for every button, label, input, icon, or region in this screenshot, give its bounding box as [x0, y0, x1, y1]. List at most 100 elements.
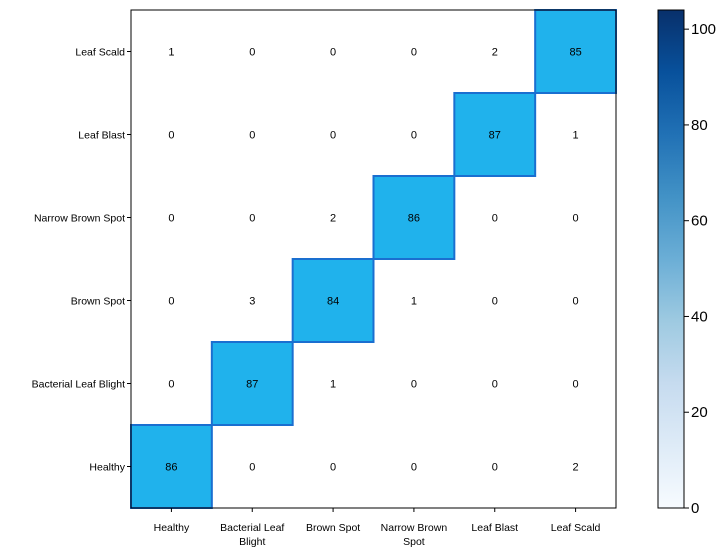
cell-brown-spot-bacterial-leaf-blight [211, 259, 293, 342]
x-tick-label: Spot [403, 536, 425, 548]
cell-value: 1 [330, 379, 336, 391]
cell-narrow-brown-spot-brown-spot [292, 176, 374, 259]
colorbar: 0 20 40 60 80 100 [657, 9, 716, 517]
cell-leaf-blast-leaf-blast [453, 92, 537, 177]
plot-frame [130, 9, 617, 509]
cell-value: 0 [573, 213, 579, 225]
cell-value: 86 [165, 462, 177, 474]
cell-bacterial-leaf-blight-brown-spot [292, 342, 374, 425]
cell-narrow-brown-spot-leaf-scald [535, 176, 616, 259]
y-tick-label: Bacterial Leaf Blight [32, 379, 125, 391]
y-tick-label: Narrow Brown Spot [34, 213, 125, 225]
colorbar-tick-label: 0 [691, 500, 699, 517]
cell-value: 1 [411, 296, 417, 308]
cell-leaf-scald-healthy [131, 10, 212, 93]
y-axis-ticks: Leaf Scald Leaf Blast Narrow Brown Spot Bro… [32, 47, 131, 474]
cell-value: 0 [249, 462, 255, 474]
cell-value: 0 [249, 130, 255, 142]
colorbar-ticks: 0 20 40 60 80 100 [684, 21, 716, 517]
y-tick-label: Leaf Blast [78, 130, 125, 142]
x-tick-label: Bacterial Leaf [220, 522, 284, 534]
cell-leaf-scald-narrow-brown-spot [373, 10, 455, 93]
cell-value: 0 [492, 213, 498, 225]
x-tick-label: Narrow Brown [381, 522, 448, 534]
cell-value: 0 [330, 47, 336, 59]
y-tick-label: Healthy [89, 462, 125, 474]
cell-bacterial-leaf-blight-narrow-brown-spot [373, 342, 455, 425]
x-tick-label: Blight [239, 536, 265, 548]
cell-value: 0 [492, 379, 498, 391]
cell-value: 2 [573, 462, 579, 474]
diagonal-highlight-cells [130, 9, 618, 509]
cell-value: 0 [573, 379, 579, 391]
cell-leaf-blast-bacterial-leaf-blight [211, 93, 293, 176]
colorbar-tick-label: 100 [691, 21, 716, 38]
cell-leaf-blast-healthy [131, 93, 212, 176]
cell-value: 0 [492, 296, 498, 308]
x-tick-label: Healthy [154, 522, 190, 534]
cell-healthy-bacterial-leaf-blight [211, 425, 293, 508]
cell-bacterial-leaf-blight-leaf-blast [454, 342, 536, 425]
x-tick-label: Leaf Blast [471, 522, 518, 534]
y-tick-label: Leaf Scald [75, 47, 125, 59]
cell-narrow-brown-spot-healthy [131, 176, 212, 259]
cell-value: 0 [249, 213, 255, 225]
colorbar-tick-label: 40 [691, 308, 708, 325]
cell-bacterial-leaf-blight-healthy [131, 342, 212, 425]
cell-healthy-leaf-blast [454, 425, 536, 508]
cell-value: 0 [330, 130, 336, 142]
cell-narrow-brown-spot-bacterial-leaf-blight [211, 176, 293, 259]
colorbar-gradient [657, 9, 685, 509]
cell-value: 0 [411, 379, 417, 391]
cell-healthy-brown-spot [292, 425, 374, 508]
cell-leaf-blast-leaf-scald [535, 93, 616, 176]
cell-bacterial-leaf-blight-leaf-scald [535, 342, 616, 425]
cell-value: 2 [492, 47, 498, 59]
cell-bacterial-leaf-blight-bacterial-leaf-blight [210, 341, 294, 426]
cell-narrow-brown-spot-narrow-brown-spot [372, 175, 456, 260]
y-tick-label: Brown Spot [71, 296, 125, 308]
cell-brown-spot-brown-spot [291, 258, 375, 343]
x-axis-ticks: Healthy Bacterial Leaf Blight Brown Spot Nar… [154, 508, 601, 548]
cell-value: 0 [168, 130, 174, 142]
cell-brown-spot-leaf-scald [535, 259, 616, 342]
cell-value: 1 [573, 130, 579, 142]
x-tick-label: Brown Spot [306, 522, 360, 534]
cell-value: 0 [249, 47, 255, 59]
cell-value: 0 [411, 462, 417, 474]
cell-value: 87 [489, 130, 501, 142]
cell-value: 0 [168, 296, 174, 308]
cell-healthy-healthy [130, 424, 213, 509]
cell-value: 0 [168, 213, 174, 225]
cell-value: 87 [246, 379, 258, 391]
cell-brown-spot-leaf-blast [454, 259, 536, 342]
cell-brown-spot-narrow-brown-spot [373, 259, 455, 342]
colorbar-tick-label: 60 [691, 213, 708, 230]
cell-leaf-scald-bacterial-leaf-blight [211, 10, 293, 93]
cell-healthy-narrow-brown-spot [373, 425, 455, 508]
cell-value: 85 [569, 47, 581, 59]
x-tick-label: Leaf Scald [551, 522, 601, 534]
cell-narrow-brown-spot-leaf-blast [454, 176, 536, 259]
cell-leaf-blast-narrow-brown-spot [373, 93, 455, 176]
cell-value: 3 [249, 296, 255, 308]
cell-leaf-blast-brown-spot [292, 93, 374, 176]
cell-value: 2 [330, 213, 336, 225]
cell-leaf-scald-brown-spot [292, 10, 374, 93]
cell-healthy-leaf-scald [535, 425, 616, 508]
cell-values: 1 0 0 0 2 85 0 0 0 0 87 1 0 0 2 86 0 0 0 3 84 1 0 0 0 87 1 0 0 0 86 0 0 0… [165, 47, 581, 474]
cell-value: 0 [330, 462, 336, 474]
cell-brown-spot-healthy [131, 259, 212, 342]
cell-value: 0 [573, 296, 579, 308]
colorbar-tick-label: 20 [691, 404, 708, 421]
cell-leaf-scald-leaf-blast [454, 10, 536, 93]
cell-value: 0 [168, 379, 174, 391]
cell-value: 0 [492, 462, 498, 474]
cell-value: 0 [411, 130, 417, 142]
cell-value: 0 [411, 47, 417, 59]
cell-value: 84 [327, 296, 339, 308]
cell-value: 86 [408, 213, 420, 225]
colorbar-tick-label: 80 [691, 117, 708, 134]
